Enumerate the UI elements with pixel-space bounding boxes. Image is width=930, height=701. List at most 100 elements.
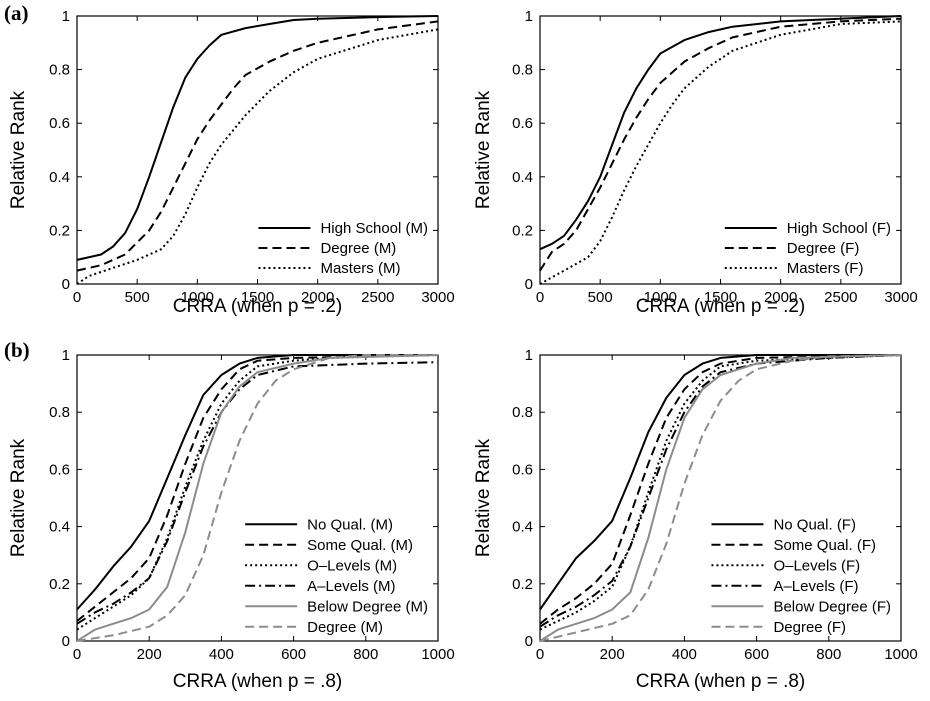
x-axis-label: CRRA (when p = .8) — [636, 671, 806, 692]
legend-label: High School (M) — [320, 220, 428, 237]
legend-label: O–Levels (F) — [773, 557, 860, 574]
legend-label: Some Qual. (M) — [307, 537, 413, 554]
series-line-0 — [76, 354, 438, 611]
x-tick-label: 3000 — [884, 289, 917, 306]
y-tick-label: 0.6 — [512, 115, 533, 132]
series-line-2 — [539, 354, 902, 631]
x-tick-label: 600 — [744, 646, 769, 663]
series-line-0 — [539, 15, 902, 251]
legend-label: High School (F) — [787, 220, 891, 237]
series-line-4 — [76, 354, 439, 642]
chart-b-left: 0 200 400 600 800 1000 0 0.2 0.4 0.6 0.8 1 CRRA (whe… — [8, 347, 455, 692]
series-line-0 — [76, 15, 439, 261]
chart-a-left: 0 500 1000 1500 2000 2500 3000 0 0.2 0.4 0.6 0.8 1 CR… — [8, 8, 455, 317]
series-line-2 — [76, 354, 439, 631]
y-tick-label: 0.4 — [512, 519, 533, 536]
x-tick-label: 400 — [209, 646, 234, 663]
plot-frame — [76, 354, 439, 642]
x-tick-label: 200 — [137, 646, 162, 663]
y-tick-label: 1 — [525, 8, 533, 25]
y-tick-label: 1 — [62, 8, 70, 25]
y-tick-label: 1 — [62, 347, 70, 364]
x-tick-label: 1500 — [241, 289, 274, 306]
chart-a-right: 0 500 1000 1500 2000 2500 3000 0 0.2 0.4 0.6 0.8 1 CR… — [473, 8, 918, 317]
series-line-2 — [539, 20, 902, 285]
y-tick-label: 0 — [525, 276, 533, 293]
y-axis-label: Relative Rank — [8, 90, 29, 209]
legend-label: Degree (M) — [307, 619, 383, 636]
legend-label: Masters (M) — [320, 260, 400, 277]
x-tick-label: 0 — [536, 646, 544, 663]
x-tick-label: 1000 — [884, 646, 917, 663]
y-tick-label: 0.2 — [512, 222, 533, 239]
x-tick-label: 2000 — [301, 289, 334, 306]
series-line-0 — [539, 354, 901, 611]
y-tick-label: 0.8 — [49, 404, 70, 421]
y-tick-label: 0.4 — [49, 169, 70, 186]
x-tick-label: 0 — [73, 646, 81, 663]
y-tick-label: 0 — [525, 633, 533, 650]
y-tick-label: 1 — [525, 347, 533, 364]
x-tick-label: 1000 — [644, 289, 677, 306]
x-tick-label: 1500 — [704, 289, 737, 306]
x-axis-label: CRRA (when p = .2) — [636, 296, 806, 317]
x-tick-label: 0 — [536, 289, 544, 306]
y-axis-label: Relative Rank — [473, 438, 494, 557]
x-tick-label: 400 — [672, 646, 697, 663]
panel-label-a: (a) — [4, 1, 29, 25]
legend-label: Degree (F) — [773, 619, 846, 636]
legend-label: A–Levels (F) — [773, 578, 858, 595]
series-line-1 — [539, 354, 902, 625]
legend-label: A–Levels (M) — [307, 578, 395, 595]
legend-label: No Qual. (F) — [773, 516, 856, 533]
series-line-4 — [539, 354, 902, 642]
y-tick-label: 0.2 — [512, 576, 533, 593]
x-tick-label: 2500 — [361, 289, 394, 306]
x-axis-label: CRRA (when p = .8) — [173, 671, 343, 692]
series-line-1 — [76, 354, 439, 622]
panel-label-b: (b) — [4, 338, 30, 362]
y-tick-label: 0 — [62, 633, 70, 650]
series-line-3 — [76, 361, 439, 625]
x-tick-label: 200 — [600, 646, 625, 663]
y-tick-label: 0.4 — [512, 169, 533, 186]
series-line-1 — [76, 20, 439, 272]
y-tick-label: 0.8 — [49, 62, 70, 79]
x-tick-label: 500 — [588, 289, 613, 306]
legend-label: Degree (M) — [320, 240, 396, 257]
y-tick-label: 0.6 — [49, 115, 70, 132]
x-tick-label: 800 — [816, 646, 841, 663]
y-tick-label: 0 — [62, 276, 70, 293]
series-line-1 — [539, 17, 902, 272]
legend-label: No Qual. (M) — [307, 516, 393, 533]
y-tick-label: 0.6 — [512, 461, 533, 478]
x-tick-label: 1000 — [421, 646, 454, 663]
x-tick-label: 800 — [353, 646, 378, 663]
y-tick-label: 0.4 — [49, 519, 70, 536]
legend-label: Degree (F) — [787, 240, 860, 257]
x-tick-label: 0 — [73, 289, 81, 306]
x-axis-label: CRRA (when p = .2) — [173, 296, 343, 317]
legend-label: Masters (F) — [787, 260, 864, 277]
y-tick-label: 0.2 — [49, 222, 70, 239]
x-tick-label: 600 — [281, 646, 306, 663]
x-tick-label: 1000 — [181, 289, 214, 306]
y-tick-label: 0.6 — [49, 461, 70, 478]
x-tick-label: 2000 — [764, 289, 797, 306]
x-tick-label: 3000 — [421, 289, 454, 306]
legend-label: Below Degree (M) — [307, 598, 428, 615]
series-line-5 — [76, 354, 438, 642]
y-axis-label: Relative Rank — [473, 90, 494, 209]
y-tick-label: 0.8 — [512, 62, 533, 79]
y-tick-label: 0.2 — [49, 576, 70, 593]
x-tick-label: 2500 — [824, 289, 857, 306]
y-tick-label: 0.8 — [512, 404, 533, 421]
plot-frame — [539, 354, 902, 642]
x-tick-label: 500 — [125, 289, 150, 306]
chart-b-right: 0 200 400 600 800 1000 0 0.2 0.4 0.6 0.8 1 CRRA (whe… — [473, 347, 918, 692]
legend-label: Some Qual. (F) — [773, 537, 876, 554]
legend-label: O–Levels (M) — [307, 557, 397, 574]
legend-label: Below Degree (F) — [773, 598, 891, 615]
series-line-5 — [539, 354, 902, 642]
